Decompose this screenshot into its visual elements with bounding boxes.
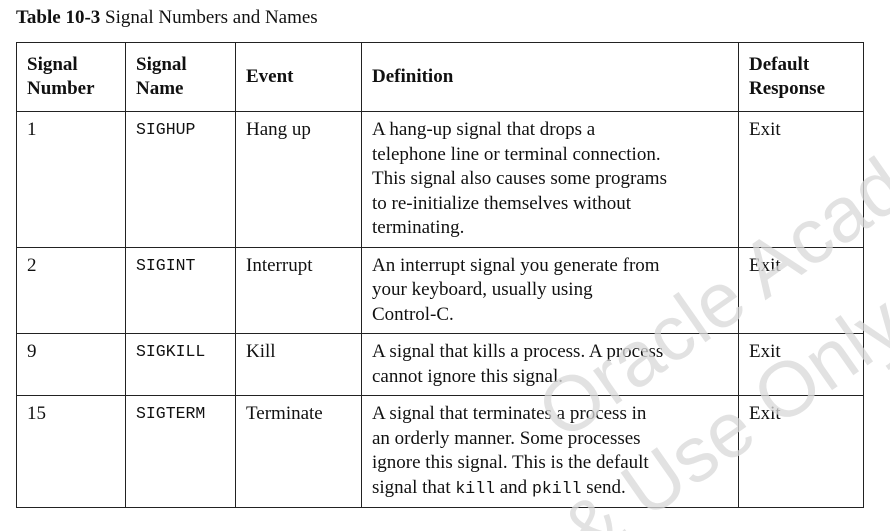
cell-signal-name: SIGKILL bbox=[125, 333, 236, 396]
table-caption-title: Signal Numbers and Names bbox=[105, 7, 318, 28]
header-definition-label: Definition bbox=[372, 65, 454, 87]
definition-line: signal that kill and pkill send. bbox=[372, 477, 626, 498]
header-default-response-line2: Response bbox=[749, 78, 826, 99]
cell-event: Interrupt bbox=[235, 246, 362, 334]
definition-line: telephone line or terminal connection. bbox=[372, 143, 661, 165]
table-row: 1 SIGHUP Hang up A hang-up signal that d… bbox=[16, 111, 864, 248]
header-row: Signal Number Signal Name Event Definiti… bbox=[16, 42, 864, 112]
header-signal-name: Signal Name bbox=[125, 42, 236, 112]
cell-default-response: Exit bbox=[738, 333, 864, 396]
definition-line: terminating. bbox=[372, 217, 465, 238]
table-row: 9 SIGKILL Kill A signal that kills a pro… bbox=[16, 333, 864, 396]
table-caption-label: Table 10-3 bbox=[16, 7, 101, 28]
cell-definition: An interrupt signal you generate from yo… bbox=[361, 246, 739, 334]
definition-line: A hang-up signal that drops a bbox=[372, 119, 596, 140]
definition-text: signal that bbox=[372, 476, 456, 498]
table-caption: Table 10-3 Signal Numbers and Names bbox=[16, 6, 318, 30]
header-default-response: Default Response bbox=[738, 42, 864, 112]
code-kill: kill bbox=[455, 478, 495, 498]
header-event-label: Event bbox=[246, 65, 294, 87]
cell-signal-number: 1 bbox=[16, 111, 126, 248]
cell-event: Hang up bbox=[235, 111, 362, 248]
cell-signal-number: 2 bbox=[16, 246, 126, 334]
cell-definition: A signal that kills a process. A process… bbox=[361, 333, 739, 396]
header-default-response-line1: Default bbox=[749, 53, 810, 75]
cell-signal-name: SIGHUP bbox=[125, 111, 236, 248]
header-signal-number-line2: Number bbox=[27, 78, 95, 99]
definition-line: A signal that terminates a process in bbox=[372, 403, 647, 424]
definition-line: to re-initialize themselves without bbox=[372, 192, 632, 214]
header-signal-number-line1: Signal bbox=[27, 53, 78, 75]
cell-default-response: Exit bbox=[738, 246, 864, 334]
cell-definition: A signal that terminates a process in an… bbox=[361, 395, 739, 508]
cell-signal-name: SIGINT bbox=[125, 246, 236, 334]
definition-line: your keyboard, usually using bbox=[372, 279, 593, 300]
header-signal-name-line1: Signal bbox=[136, 53, 187, 75]
table-row: 2 SIGINT Interrupt An interrupt signal y… bbox=[16, 246, 864, 334]
definition-text: and bbox=[495, 476, 532, 498]
header-event: Event bbox=[235, 42, 362, 112]
definition-line: A signal that kills a process. A process bbox=[372, 341, 664, 362]
cell-signal-name: SIGTERM bbox=[125, 395, 236, 508]
definition-line: ignore this signal. This is the default bbox=[372, 452, 649, 473]
definition-line: cannot ignore this signal. bbox=[372, 365, 564, 387]
definition-line: Control-C. bbox=[372, 303, 454, 325]
definition-text: send. bbox=[581, 476, 626, 498]
cell-default-response: Exit bbox=[738, 111, 864, 248]
header-signal-number: Signal Number bbox=[16, 42, 126, 112]
definition-line: An interrupt signal you generate from bbox=[372, 254, 660, 276]
signal-table: Signal Number Signal Name Event Definiti… bbox=[16, 42, 864, 508]
cell-event: Kill bbox=[235, 333, 362, 396]
cell-default-response: Exit bbox=[738, 395, 864, 508]
table-row: 15 SIGTERM Terminate A signal that termi… bbox=[16, 395, 864, 508]
definition-line: This signal also causes some programs bbox=[372, 168, 667, 189]
cell-signal-number: 15 bbox=[16, 395, 126, 508]
header-definition: Definition bbox=[361, 42, 739, 112]
cell-signal-number: 9 bbox=[16, 333, 126, 396]
definition-line: an orderly manner. Some processes bbox=[372, 427, 641, 449]
code-pkill: pkill bbox=[531, 478, 582, 498]
cell-event: Terminate bbox=[235, 395, 362, 508]
header-signal-name-line2: Name bbox=[136, 78, 184, 99]
cell-definition: A hang-up signal that drops a telephone … bbox=[361, 111, 739, 248]
